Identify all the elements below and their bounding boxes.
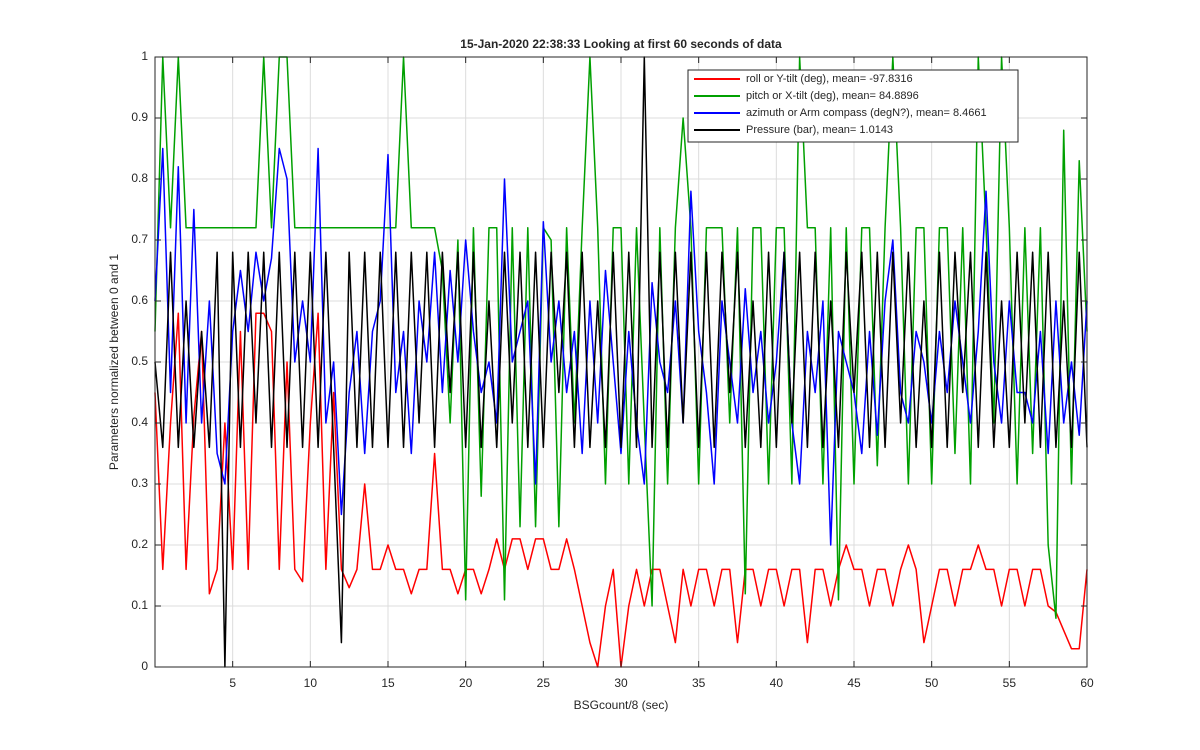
series-line [154,56,1088,619]
y-tick-label: 0.8 [131,171,148,185]
x-tick-label: 10 [304,676,318,690]
x-tick-label: 60 [1080,676,1094,690]
series-line [154,56,1088,668]
x-axis-label: BSGcount/8 (sec) [574,698,669,712]
series-line [154,147,1088,546]
legend-label: Pressure (bar), mean= 1.0143 [746,124,893,136]
x-tick-label: 30 [614,676,628,690]
y-tick-label: 0 [141,659,148,673]
y-tick-label: 1 [141,49,148,63]
legend-label: roll or Y-tilt (deg), mean= -97.8316 [746,73,913,85]
y-tick-label: 0.9 [131,110,148,124]
x-tick-label: 50 [925,676,939,690]
y-tick-label: 0.1 [131,598,148,612]
x-tick-label: 35 [692,676,706,690]
x-tick-label: 55 [1003,676,1017,690]
x-tick-label: 5 [229,676,236,690]
ticks: 5 10 15 20 25 30 35 40 45 50 55 60 0 0.1 0.2 0.3 0.4 0.5 0… [131,49,1094,690]
legend-box [687,69,1019,143]
y-tick-label: 0.7 [131,232,148,246]
y-tick-label: 0.3 [131,476,148,490]
x-tick-label: 25 [537,676,551,690]
x-tick-label: 15 [381,676,395,690]
legend-label: pitch or X-tilt (deg), mean= 84.8896 [746,90,919,102]
x-tick-label: 20 [459,676,473,690]
y-tick-label: 0.4 [131,415,148,429]
y-tick-label: 0.6 [131,293,148,307]
x-tick-label: 40 [770,676,784,690]
y-tick-label: 0.2 [131,537,148,551]
y-tick-label: 0.5 [131,354,148,368]
y-axis-label: Parameters normalized between 0 and 1 [107,254,121,470]
legend-label: azimuth or Arm compass (degN?), mean= 8.… [746,107,987,119]
x-tick-label: 45 [847,676,861,690]
chart-title: 15-Jan-2020 22:38:33 Looking at first 60… [460,37,782,51]
legend: roll or Y-tilt (deg), mean= -97.8316 pitc… [687,69,1019,143]
